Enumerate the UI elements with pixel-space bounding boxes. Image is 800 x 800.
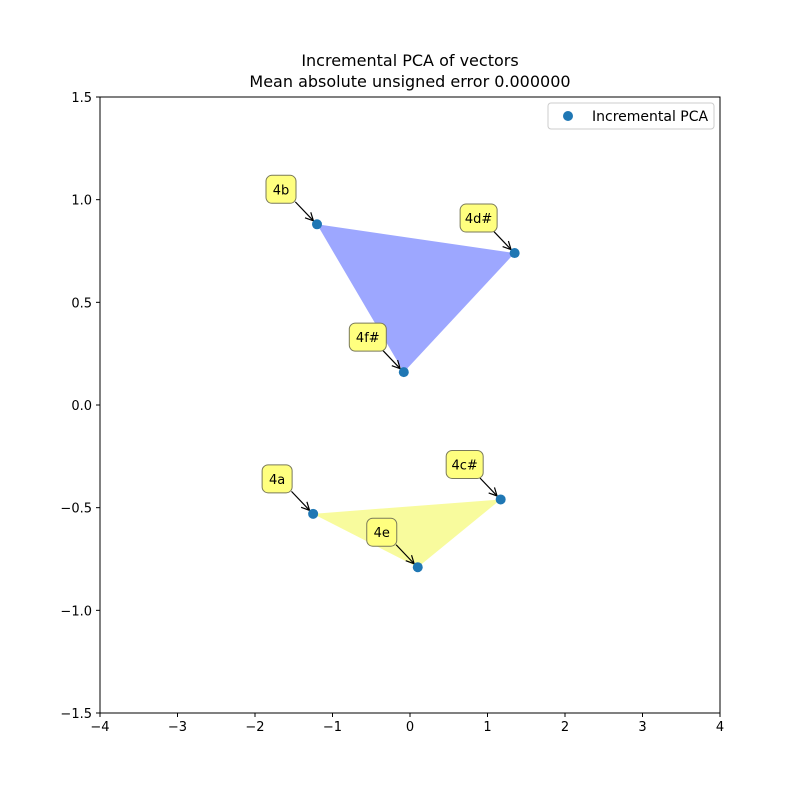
x-tick-label: 4 bbox=[716, 720, 724, 735]
annotation-arrow bbox=[294, 201, 313, 221]
annotation-label: 4e bbox=[374, 526, 390, 541]
chart-subtitle: Mean absolute unsigned error 0.000000 bbox=[249, 72, 571, 91]
triangle-fills bbox=[313, 224, 515, 568]
annotation-arrow bbox=[478, 476, 497, 496]
annotations: 4a 4b 4c# 4d# 4e 4f# bbox=[261, 174, 511, 564]
x-tick-label: −4 bbox=[90, 720, 109, 735]
y-tick-label: −0.5 bbox=[60, 502, 92, 517]
annotation-arrow bbox=[291, 490, 309, 510]
annotation-box bbox=[366, 517, 398, 547]
x-tick-label: 0 bbox=[406, 720, 414, 735]
annotation-label: 4f# bbox=[356, 331, 380, 346]
annotation-label: 4b bbox=[273, 183, 290, 198]
data-point bbox=[308, 508, 319, 519]
annotation-arrow bbox=[492, 230, 511, 250]
data-point bbox=[412, 562, 423, 573]
chart-title: Incremental PCA of vectors bbox=[301, 51, 519, 70]
y-tick-label: 1.5 bbox=[71, 91, 92, 106]
annotation-box bbox=[348, 322, 387, 352]
annotation-arrow bbox=[395, 544, 414, 564]
y-tick-label: 1.0 bbox=[71, 194, 92, 209]
legend-box bbox=[547, 102, 715, 130]
plot-frame bbox=[99, 96, 721, 714]
x-tick-label: −1 bbox=[323, 720, 342, 735]
triangle-fill bbox=[313, 499, 501, 568]
y-tick-label: 0.5 bbox=[71, 296, 92, 311]
y-tick-label: −1.5 bbox=[60, 707, 92, 722]
x-tick-label: −3 bbox=[168, 720, 187, 735]
data-point bbox=[509, 248, 520, 259]
legend-label: Incremental PCA bbox=[592, 109, 709, 125]
annotation-label: 4d# bbox=[465, 212, 492, 227]
x-tick-label: 1 bbox=[483, 720, 491, 735]
annotation-arrow bbox=[381, 349, 400, 369]
annotation-label: 4c# bbox=[452, 458, 478, 473]
annotation-box bbox=[445, 449, 484, 479]
annotation-box bbox=[459, 203, 498, 233]
legend-marker bbox=[563, 111, 573, 121]
y-tick-label: 0.0 bbox=[71, 399, 92, 414]
data-point bbox=[495, 494, 506, 505]
x-tick-label: 2 bbox=[561, 720, 569, 735]
data-points bbox=[308, 219, 520, 573]
legend: Incremental PCA bbox=[547, 102, 715, 130]
x-axis: −4 −3 −2 −1 0 1 2 3 4 bbox=[90, 713, 724, 735]
annotation-box bbox=[265, 174, 297, 204]
annotation-box bbox=[261, 464, 293, 494]
y-axis: −1.5 −1.0 −0.5 0.0 0.5 1.0 1.5 bbox=[60, 91, 100, 722]
triangle-fill bbox=[317, 224, 515, 373]
annotation-label: 4a bbox=[269, 473, 285, 488]
data-point bbox=[398, 367, 409, 378]
x-tick-label: 3 bbox=[638, 720, 646, 735]
y-tick-label: −1.0 bbox=[60, 604, 92, 619]
data-point bbox=[312, 219, 322, 230]
x-tick-label: −2 bbox=[245, 720, 264, 735]
